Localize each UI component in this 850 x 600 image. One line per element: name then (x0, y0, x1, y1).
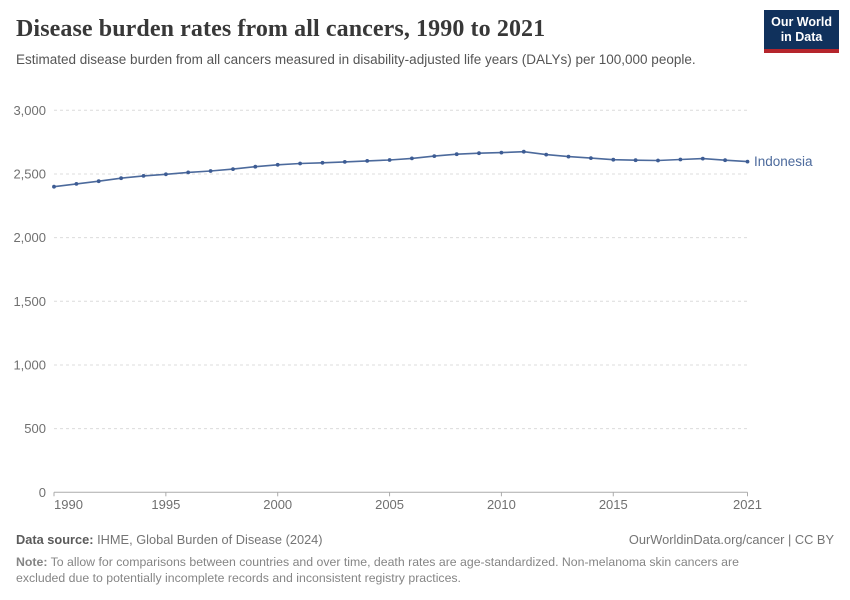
data-point (119, 176, 123, 181)
data-point (387, 158, 392, 162)
data-point (499, 150, 504, 155)
chart-note-label: Note: (16, 555, 48, 569)
data-point (544, 152, 549, 157)
data-source-label: Data source: (16, 532, 94, 547)
x-axis-tick-label: 2015 (599, 497, 628, 512)
data-point (678, 157, 683, 162)
y-axis-tick-label: 0 (39, 485, 46, 500)
owid-logo-line2: in Data (780, 30, 823, 44)
data-point (74, 182, 79, 186)
data-point (164, 172, 168, 177)
data-point (186, 170, 191, 175)
x-axis-tick-label: 1990 (54, 497, 83, 512)
data-point (477, 151, 481, 156)
x-axis-tick-label: 2010 (487, 497, 516, 512)
data-point (566, 154, 571, 159)
y-axis-tick-label: 2,000 (13, 230, 46, 245)
data-point (521, 149, 526, 154)
data-source-value: IHME, Global Burden of Disease (2024) (93, 532, 323, 547)
page-title: Disease burden rates from all cancers, 1… (16, 16, 546, 42)
data-point (298, 161, 302, 166)
data-point (745, 159, 750, 164)
data-point (656, 158, 660, 163)
chart-footer: Data source: IHME, Global Burden of Dise… (0, 520, 850, 586)
data-point (611, 157, 616, 162)
chart-subtitle: Estimated disease burden from all cancer… (16, 52, 696, 67)
data-point (365, 159, 370, 163)
data-point (96, 179, 101, 184)
data-point (275, 162, 280, 167)
data-point (410, 156, 414, 161)
series-label-indonesia: Indonesia (754, 154, 813, 169)
owid-logo-line1: Our World (771, 15, 832, 29)
y-axis-tick-label: 2,500 (13, 166, 46, 181)
data-point (633, 158, 638, 163)
x-axis-tick-label: 2005 (375, 497, 404, 512)
data-point (52, 184, 56, 189)
data-point (454, 152, 459, 157)
x-axis-tick-label: 2021 (733, 497, 762, 512)
source-row: Data source: IHME, Global Burden of Dise… (16, 532, 834, 548)
data-point (723, 158, 727, 163)
x-axis-tick-label: 1995 (151, 497, 180, 512)
data-point (320, 160, 325, 165)
owid-logo: Our World in Data (764, 10, 839, 53)
x-axis-tick-label: 2000 (263, 497, 292, 512)
data-point (231, 167, 235, 171)
data-source: Data source: IHME, Global Burden of Dise… (16, 532, 323, 548)
chart-header: Disease burden rates from all cancers, 1… (0, 0, 850, 95)
line-chart: 0 500 1,000 1,500 2,000 2,500 3,000 1990 1995 200… (0, 95, 850, 520)
y-axis-tick-label: 500 (24, 421, 46, 436)
series-line-indonesia (53, 150, 749, 188)
chart-note-text: To allow for comparisons between countri… (16, 555, 739, 585)
data-point (700, 156, 705, 161)
chart-canvas: 0 500 1,000 1,500 2,000 2,500 3,000 1990 1995 200… (13, 103, 813, 512)
citation-link[interactable]: OurWorldinData.org/cancer | CC BY (628, 532, 834, 547)
y-axis-tick-label: 3,000 (13, 103, 46, 118)
data-point (589, 156, 593, 160)
data-point (253, 164, 258, 169)
chart-note: Note: To allow for comparisons between c… (16, 554, 788, 586)
y-axis-tick-label: 1,000 (13, 357, 46, 372)
data-point (141, 174, 146, 178)
y-axis-tick-label: 1,500 (13, 294, 46, 309)
data-point (342, 160, 347, 164)
data-point (208, 169, 213, 173)
data-point (432, 154, 437, 158)
